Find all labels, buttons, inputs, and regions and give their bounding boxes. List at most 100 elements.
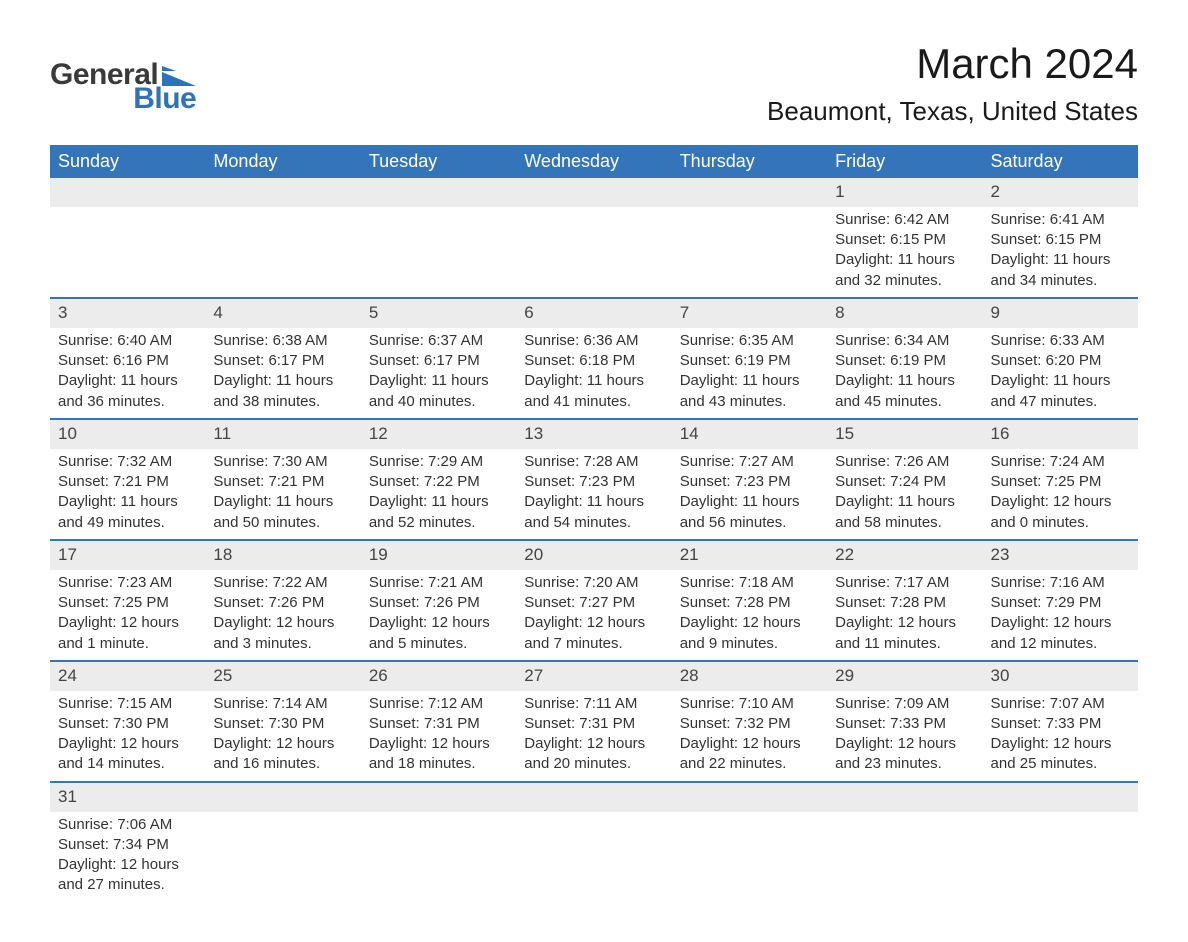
day-number-cell: 30	[983, 661, 1138, 691]
daylight-text-2: and 22 minutes.	[680, 754, 819, 774]
day-detail-cell	[205, 812, 360, 902]
day-detail-cell	[983, 812, 1138, 902]
daylight-text-2: and 45 minutes.	[835, 392, 974, 412]
sunset-text: Sunset: 7:34 PM	[58, 835, 197, 855]
weekday-header: Sunday	[50, 145, 205, 178]
day-detail-cell: Sunrise: 6:37 AMSunset: 6:17 PMDaylight:…	[361, 328, 516, 419]
brand-part2: Blue	[133, 84, 196, 114]
daylight-text-1: Daylight: 12 hours	[835, 734, 974, 754]
day-number-cell: 7	[672, 298, 827, 328]
weekday-header: Saturday	[983, 145, 1138, 178]
daylight-text-2: and 49 minutes.	[58, 513, 197, 533]
sunrise-text: Sunrise: 7:11 AM	[524, 694, 663, 714]
day-number-cell	[983, 782, 1138, 812]
day-detail-cell	[672, 812, 827, 902]
day-detail-cell: Sunrise: 7:23 AMSunset: 7:25 PMDaylight:…	[50, 570, 205, 661]
daylight-text-1: Daylight: 11 hours	[58, 492, 197, 512]
sunset-text: Sunset: 7:21 PM	[213, 472, 352, 492]
day-number-cell	[516, 178, 671, 207]
day-data-row: Sunrise: 6:42 AMSunset: 6:15 PMDaylight:…	[50, 207, 1138, 298]
day-number-row: 12	[50, 178, 1138, 207]
sunset-text: Sunset: 7:30 PM	[213, 714, 352, 734]
daylight-text-2: and 47 minutes.	[991, 392, 1130, 412]
day-detail-cell: Sunrise: 7:26 AMSunset: 7:24 PMDaylight:…	[827, 449, 982, 540]
day-number-cell	[50, 178, 205, 207]
sunset-text: Sunset: 7:29 PM	[991, 593, 1130, 613]
day-number-row: 3456789	[50, 298, 1138, 328]
day-number-row: 24252627282930	[50, 661, 1138, 691]
sunrise-text: Sunrise: 7:32 AM	[58, 452, 197, 472]
daylight-text-2: and 52 minutes.	[369, 513, 508, 533]
day-detail-cell	[672, 207, 827, 298]
day-number-cell: 11	[205, 419, 360, 449]
brand-logo: General Blue	[50, 40, 196, 114]
month-title: March 2024	[767, 40, 1138, 88]
daylight-text-1: Daylight: 11 hours	[369, 371, 508, 391]
daylight-text-1: Daylight: 12 hours	[213, 613, 352, 633]
day-detail-cell: Sunrise: 7:10 AMSunset: 7:32 PMDaylight:…	[672, 691, 827, 782]
sunrise-text: Sunrise: 7:14 AM	[213, 694, 352, 714]
daylight-text-2: and 20 minutes.	[524, 754, 663, 774]
sunset-text: Sunset: 7:26 PM	[369, 593, 508, 613]
sunset-text: Sunset: 7:33 PM	[991, 714, 1130, 734]
day-number-row: 17181920212223	[50, 540, 1138, 570]
sunrise-text: Sunrise: 7:24 AM	[991, 452, 1130, 472]
daylight-text-1: Daylight: 11 hours	[835, 492, 974, 512]
weekday-header-row: Sunday Monday Tuesday Wednesday Thursday…	[50, 145, 1138, 178]
sunset-text: Sunset: 6:15 PM	[835, 230, 974, 250]
sunrise-text: Sunrise: 7:28 AM	[524, 452, 663, 472]
daylight-text-2: and 50 minutes.	[213, 513, 352, 533]
daylight-text-1: Daylight: 12 hours	[524, 613, 663, 633]
daylight-text-1: Daylight: 11 hours	[58, 371, 197, 391]
day-number-cell: 17	[50, 540, 205, 570]
day-number-cell: 21	[672, 540, 827, 570]
daylight-text-2: and 27 minutes.	[58, 875, 197, 895]
weekday-header: Friday	[827, 145, 982, 178]
location-subtitle: Beaumont, Texas, United States	[767, 96, 1138, 127]
day-number-cell: 15	[827, 419, 982, 449]
sunrise-text: Sunrise: 7:26 AM	[835, 452, 974, 472]
sunrise-text: Sunrise: 6:33 AM	[991, 331, 1130, 351]
day-number-cell	[672, 782, 827, 812]
sunrise-text: Sunrise: 6:38 AM	[213, 331, 352, 351]
daylight-text-1: Daylight: 12 hours	[369, 734, 508, 754]
day-detail-cell: Sunrise: 7:14 AMSunset: 7:30 PMDaylight:…	[205, 691, 360, 782]
day-number-cell: 18	[205, 540, 360, 570]
sunrise-text: Sunrise: 6:42 AM	[835, 210, 974, 230]
sunrise-text: Sunrise: 7:23 AM	[58, 573, 197, 593]
daylight-text-2: and 1 minute.	[58, 634, 197, 654]
day-number-cell: 19	[361, 540, 516, 570]
day-detail-cell: Sunrise: 7:30 AMSunset: 7:21 PMDaylight:…	[205, 449, 360, 540]
daylight-text-2: and 36 minutes.	[58, 392, 197, 412]
daylight-text-1: Daylight: 12 hours	[991, 734, 1130, 754]
sunrise-text: Sunrise: 6:40 AM	[58, 331, 197, 351]
daylight-text-1: Daylight: 11 hours	[835, 250, 974, 270]
daylight-text-1: Daylight: 11 hours	[680, 492, 819, 512]
sunset-text: Sunset: 6:16 PM	[58, 351, 197, 371]
day-number-cell: 27	[516, 661, 671, 691]
daylight-text-1: Daylight: 11 hours	[680, 371, 819, 391]
daylight-text-1: Daylight: 11 hours	[524, 492, 663, 512]
sunset-text: Sunset: 6:17 PM	[213, 351, 352, 371]
day-number-cell: 29	[827, 661, 982, 691]
day-number-cell: 6	[516, 298, 671, 328]
sunset-text: Sunset: 7:25 PM	[58, 593, 197, 613]
day-number-cell: 26	[361, 661, 516, 691]
day-number-cell: 22	[827, 540, 982, 570]
sunset-text: Sunset: 7:23 PM	[524, 472, 663, 492]
daylight-text-2: and 56 minutes.	[680, 513, 819, 533]
daylight-text-1: Daylight: 11 hours	[524, 371, 663, 391]
sunrise-text: Sunrise: 7:29 AM	[369, 452, 508, 472]
weekday-header: Thursday	[672, 145, 827, 178]
daylight-text-2: and 34 minutes.	[991, 271, 1130, 291]
daylight-text-2: and 40 minutes.	[369, 392, 508, 412]
weekday-header: Tuesday	[361, 145, 516, 178]
day-detail-cell	[50, 207, 205, 298]
day-number-cell: 24	[50, 661, 205, 691]
sunrise-text: Sunrise: 7:07 AM	[991, 694, 1130, 714]
day-detail-cell: Sunrise: 7:28 AMSunset: 7:23 PMDaylight:…	[516, 449, 671, 540]
day-detail-cell: Sunrise: 6:36 AMSunset: 6:18 PMDaylight:…	[516, 328, 671, 419]
sunset-text: Sunset: 7:21 PM	[58, 472, 197, 492]
day-detail-cell: Sunrise: 6:41 AMSunset: 6:15 PMDaylight:…	[983, 207, 1138, 298]
daylight-text-1: Daylight: 11 hours	[213, 371, 352, 391]
